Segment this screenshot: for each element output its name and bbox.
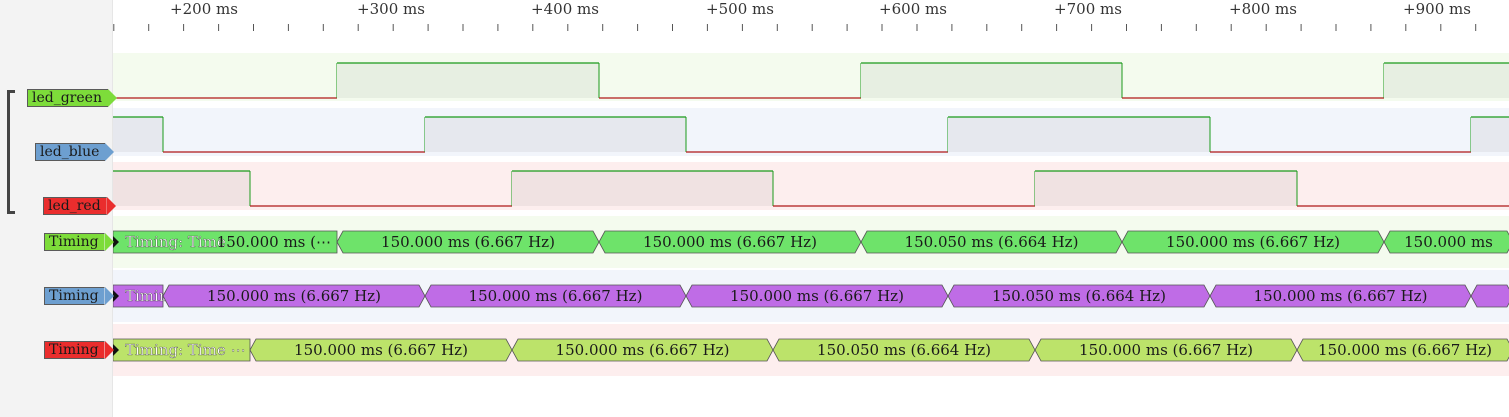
ruler-tick-label: +200 ms	[170, 0, 238, 18]
led-red-trace-high-fill	[1035, 171, 1297, 206]
led-blue-trace-high-fill	[425, 117, 686, 152]
ruler-tick-label: +700 ms	[1054, 0, 1122, 18]
channel-label-text: led_red	[43, 197, 107, 215]
channel-label-led-blue[interactable]: led_blue	[35, 143, 115, 161]
led-green-trace-high-fill	[861, 63, 1122, 98]
timing-3-first-segment	[113, 338, 251, 362]
timing-3-segment-label: 150.000 ms (6.667 Hz)	[1079, 341, 1253, 359]
row-bg-led-blue	[113, 108, 1509, 156]
channel-label-led-green[interactable]: led_green	[27, 89, 117, 107]
led-green-trace-high-fill	[337, 63, 599, 98]
timing-1-first-label: Timing: Time	[125, 233, 226, 251]
time-ruler[interactable]: +200 ms +300 ms +400 ms +500 ms +600 ms …	[113, 0, 1509, 35]
decoder-arrow-icon	[104, 233, 114, 251]
timing-2-segment	[1470, 284, 1509, 308]
decoder-start-icon	[113, 344, 119, 356]
timing-1-segment-label: 150.000 ms (6.667 Hz)	[1166, 233, 1340, 251]
channel-label-text: led_green	[27, 89, 108, 107]
timing-3-segment-label: 150.050 ms (6.664 Hz)	[817, 341, 991, 359]
timing-2-segment-label: 150.000 ms (6.667 Hz)	[730, 287, 904, 305]
timing-3-segment-label: 150.000 ms (6.667 Hz)	[556, 341, 730, 359]
timing-3-segment-label: 150.000 ms (6.667 Hz)	[294, 341, 468, 359]
decoder-arrow-icon	[104, 287, 114, 305]
led-blue-trace-high-fill	[1471, 117, 1509, 152]
led-red-trace-high-fill	[113, 171, 250, 206]
decoder-label-text: Timing	[44, 233, 105, 251]
led-blue-trace-high-fill	[948, 117, 1210, 152]
timing-2-segment-label: 150.000 ms (6.667 Hz)	[207, 287, 381, 305]
timing-1-segment-label: 150.050 ms (6.664 Hz)	[905, 233, 1079, 251]
led-blue-trace-high-fill	[113, 117, 163, 152]
decoder-label-timing-1[interactable]: Timing	[44, 233, 114, 251]
ruler-tick-label: +400 ms	[531, 0, 599, 18]
ruler-tick-label: +300 ms	[357, 0, 425, 18]
timing-1-segment	[1383, 230, 1509, 254]
ruler-tick-label: +800 ms	[1229, 0, 1297, 18]
decoder-start-icon	[113, 290, 119, 302]
timing-3-segment-label: 150.000 ms (6.667 Hz)	[1318, 341, 1492, 359]
timing-2-first-segment	[113, 284, 164, 308]
timing-1-first-value: 150.000 ms (⋯	[217, 233, 331, 251]
timing-1-segment-label: 150.000 ms	[1404, 233, 1493, 251]
timing-2-segment-label: 150.000 ms (6.667 Hz)	[469, 287, 643, 305]
channel-arrow-icon	[105, 143, 115, 161]
decoder-label-text: Timing	[44, 287, 105, 305]
decoder-label-timing-3[interactable]: Timing	[44, 341, 114, 359]
timing-2-segment-label: 150.050 ms (6.664 Hz)	[992, 287, 1166, 305]
channel-label-text: led_blue	[35, 143, 106, 161]
channel-arrow-icon	[106, 197, 116, 215]
channel-arrow-icon	[107, 89, 117, 107]
timing-1-segment-label: 150.000 ms (6.667 Hz)	[381, 233, 555, 251]
decoder-label-timing-2[interactable]: Timing	[44, 287, 114, 305]
channel-group-bracket[interactable]	[7, 90, 15, 214]
timing-2-segment-label: 150.000 ms (6.667 Hz)	[1254, 287, 1428, 305]
led-red-trace-high-fill	[512, 171, 773, 206]
channel-label-led-red[interactable]: led_red	[43, 197, 116, 215]
timing-1-first-segment	[113, 230, 338, 254]
ruler-tick-label: +600 ms	[879, 0, 947, 18]
timing-3-first-label: Timing: Time ⋯	[125, 341, 246, 359]
timing-1-segment-label: 150.000 ms (6.667 Hz)	[643, 233, 817, 251]
led-green-trace-high-fill	[1384, 63, 1509, 98]
ruler-tick-label: +900 ms	[1403, 0, 1471, 18]
timing-3-segment	[1296, 338, 1509, 362]
decoder-arrow-icon	[104, 341, 114, 359]
ruler-tick-label: +500 ms	[706, 0, 774, 18]
decoder-label-text: Timing	[44, 341, 105, 359]
ruler-ticks	[113, 24, 1477, 31]
decoder-start-icon	[113, 236, 119, 248]
